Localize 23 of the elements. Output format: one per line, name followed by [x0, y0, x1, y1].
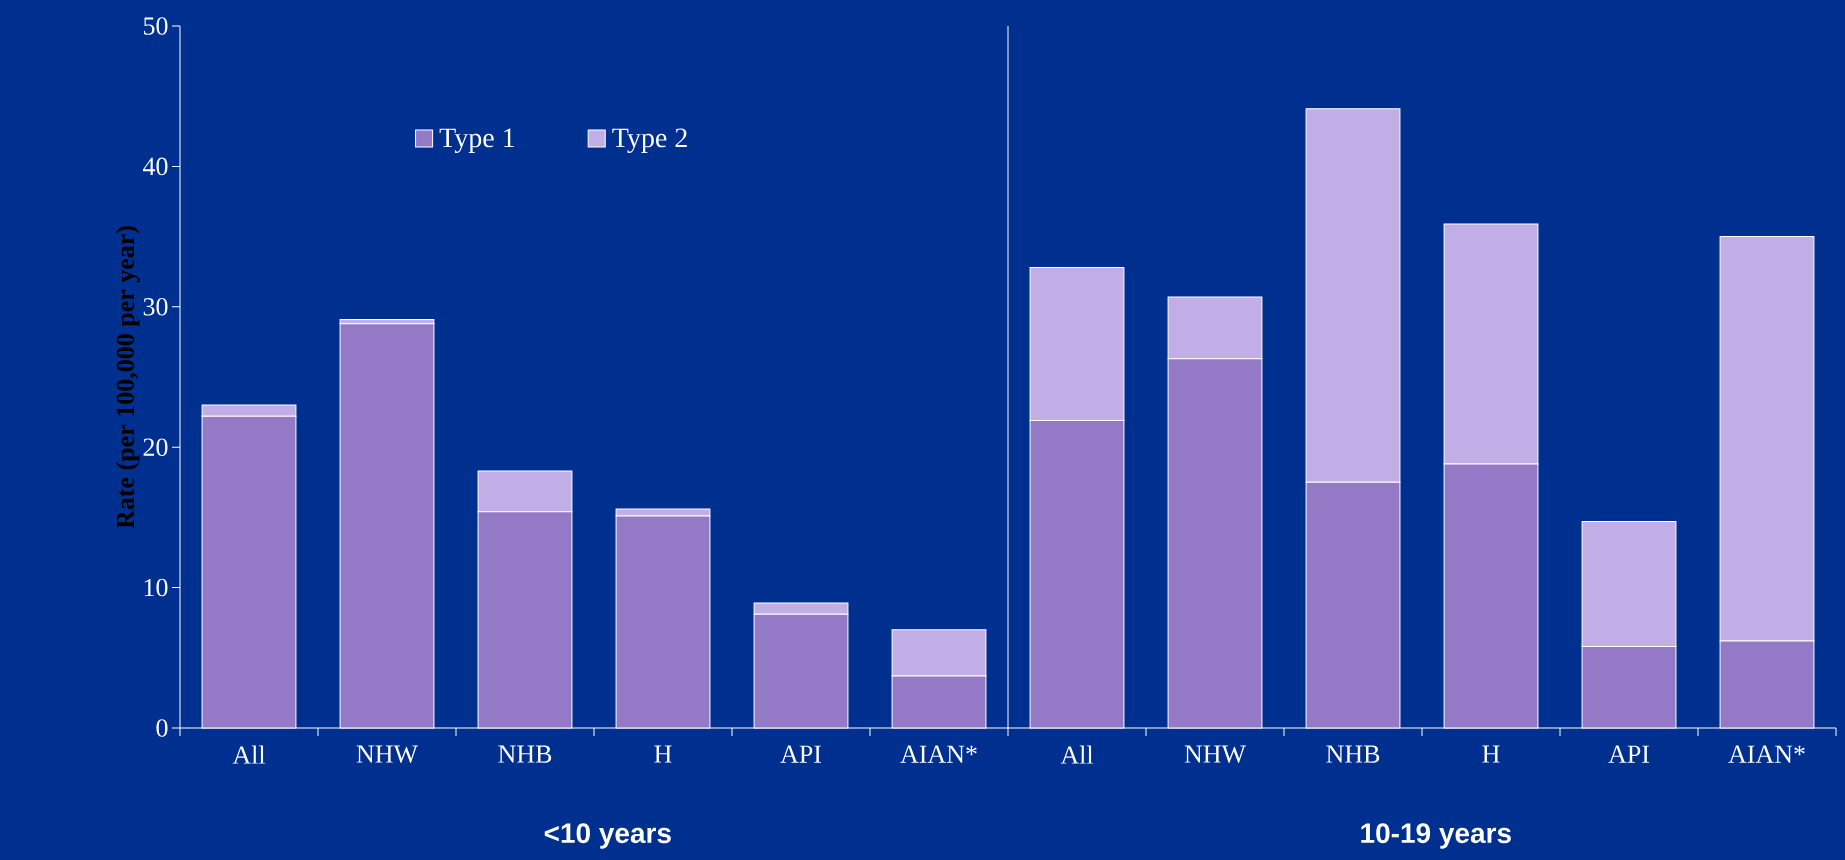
x-tick-label: All	[232, 745, 266, 764]
y-tick-label: 40	[142, 157, 168, 176]
legend-label: Type 1	[439, 128, 515, 154]
x-tick-label: NHB	[498, 745, 552, 763]
text: 10-19 years	[1361, 823, 1511, 849]
x-tick-label: NHW	[356, 745, 418, 763]
x-tick-label: NHB	[1326, 745, 1380, 763]
x-tick-label: API	[780, 745, 822, 763]
y-tick-label: 20	[143, 438, 168, 456]
x-tick-label: API	[1608, 745, 1650, 763]
y-tick-label: 50	[143, 17, 168, 35]
x-tick-label: AIAN*	[1728, 745, 1805, 763]
x-tick-label: H	[1482, 745, 1500, 763]
y-tick-label: 0	[156, 719, 168, 737]
y-tick-label: 10	[144, 578, 168, 597]
x-tick-label: All	[1060, 745, 1094, 764]
x-tick-label: NHW	[1184, 745, 1247, 763]
x-tick-label: AIAN*	[900, 745, 977, 763]
text: <10 years	[544, 823, 671, 849]
x-tick-label: H	[654, 745, 672, 763]
y-axis-title: Rate (per 100,000 per year)	[115, 226, 140, 529]
y-tick-label: 30	[143, 298, 168, 316]
legend-label: Type 2	[612, 128, 687, 154]
